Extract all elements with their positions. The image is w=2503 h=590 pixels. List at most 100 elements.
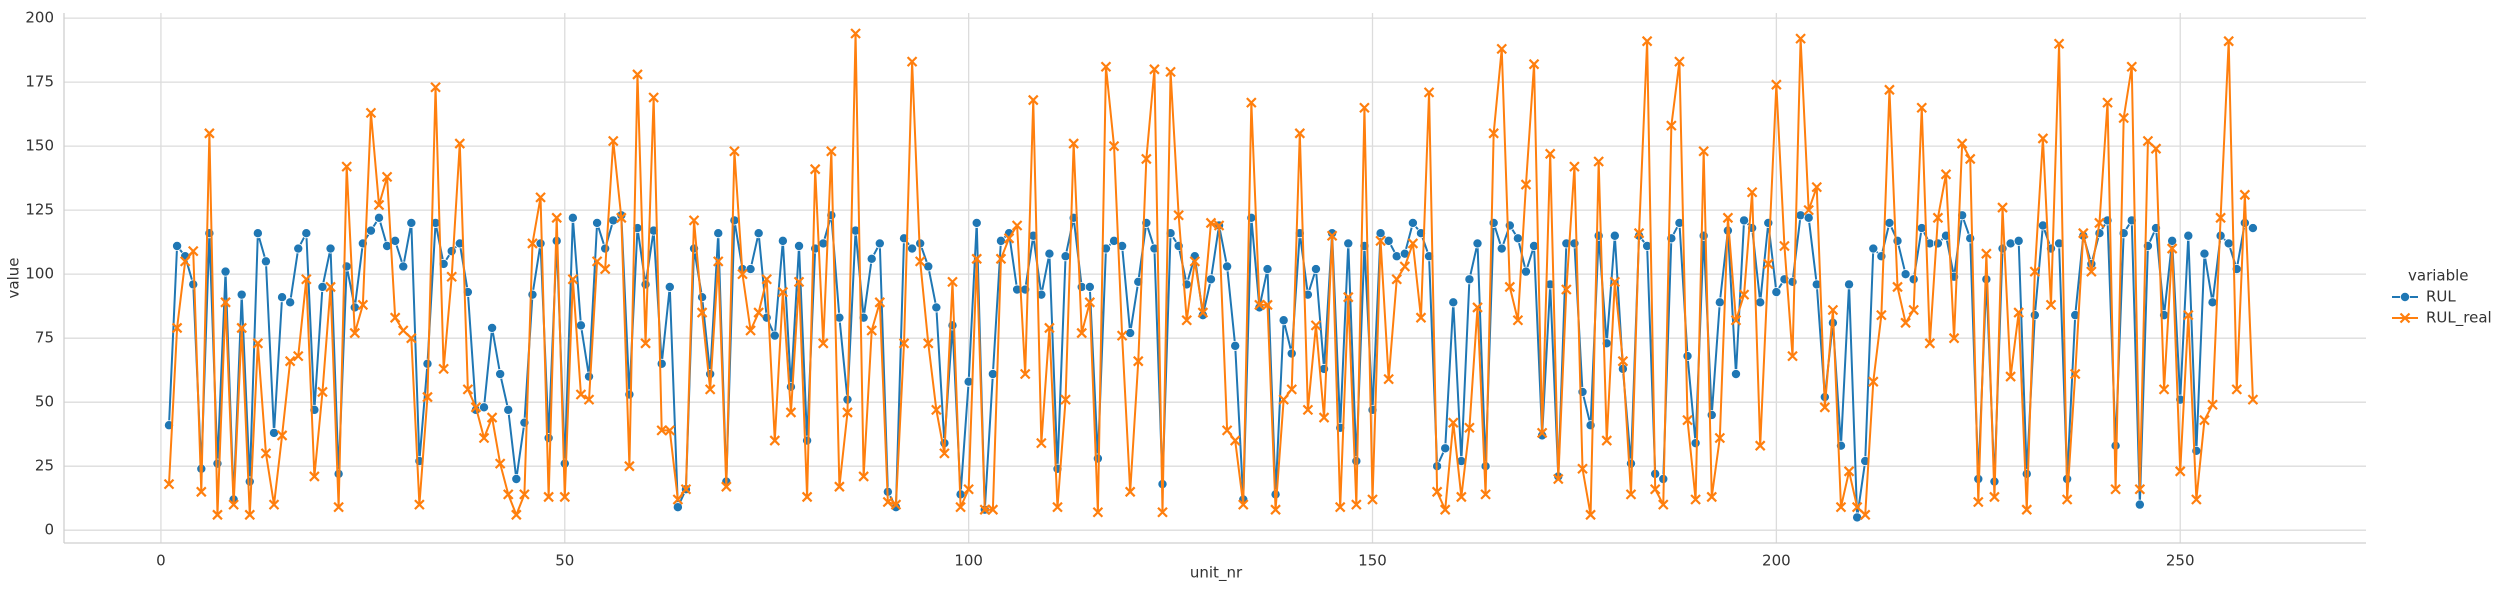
point-marker: [809, 163, 821, 175]
point-marker: [914, 256, 926, 267]
point-marker: [2045, 299, 2057, 311]
point-marker: [503, 404, 514, 415]
point-marker: [2005, 371, 2016, 382]
point-marker: [1342, 291, 1354, 303]
point-marker: [745, 264, 756, 275]
point-marker: [2231, 384, 2243, 395]
point-marker: [1221, 425, 1233, 436]
point-marker: [292, 350, 304, 362]
y-tick-label: 25: [35, 457, 54, 475]
point-marker: [1690, 494, 1701, 505]
point-marker: [583, 394, 595, 405]
point-marker: [1997, 243, 2008, 254]
point-marker: [196, 486, 207, 498]
point-marker: [390, 235, 401, 246]
point-marker: [252, 338, 264, 349]
point-marker: [365, 225, 376, 236]
point-marker: [2207, 297, 2218, 308]
point-marker: [406, 332, 417, 344]
point-marker: [1738, 289, 1750, 300]
legend-entry: RUL: [2392, 288, 2456, 306]
point-marker: [487, 322, 498, 333]
point-marker: [325, 243, 336, 254]
point-marker: [1076, 327, 1088, 339]
point-marker: [1827, 304, 1839, 316]
point-marker: [1205, 274, 1216, 285]
point-marker: [939, 448, 950, 459]
point-marker: [907, 243, 918, 254]
point-marker: [794, 240, 805, 251]
point-marker: [244, 509, 256, 521]
point-marker: [406, 217, 417, 228]
point-marker: [2215, 212, 2226, 224]
point-marker: [244, 476, 255, 487]
point-marker: [1262, 264, 1273, 275]
point-marker: [664, 425, 676, 436]
x-tick-label: 150: [1358, 552, 1387, 570]
point-marker: [1843, 466, 1855, 477]
point-marker: [317, 281, 328, 292]
point-marker: [1528, 58, 1540, 70]
point-marker: [592, 217, 603, 228]
point-marker: [1682, 414, 1693, 426]
point-marker: [737, 268, 748, 280]
point-marker: [1262, 299, 1273, 311]
point-marker: [543, 433, 554, 444]
point-marker: [704, 384, 716, 395]
point-marker: [2207, 399, 2218, 411]
point-marker: [1027, 94, 1039, 106]
point-marker: [1181, 314, 1193, 326]
point-marker: [599, 263, 611, 275]
x-tick-label: 100: [954, 552, 983, 570]
point-marker: [2118, 112, 2129, 124]
point-marker: [2223, 238, 2234, 249]
point-marker: [874, 238, 885, 249]
point-marker: [696, 307, 708, 318]
point-marker: [1036, 289, 1047, 300]
point-marker: [777, 286, 789, 298]
point-marker: [1100, 61, 1112, 73]
point-marker: [325, 281, 336, 293]
point-marker: [269, 427, 280, 438]
point-marker: [1488, 128, 1499, 139]
point-marker: [1682, 351, 1693, 362]
point-marker: [559, 491, 571, 503]
point-marker: [793, 276, 805, 288]
point-marker: [1448, 297, 1459, 308]
point-marker: [769, 330, 780, 341]
point-marker: [1480, 489, 1491, 500]
point-marker: [898, 338, 910, 349]
point-marker: [1359, 102, 1370, 114]
point-marker: [858, 471, 869, 482]
point-marker: [2037, 133, 2049, 144]
point-marker: [2078, 227, 2089, 239]
point-marker: [486, 412, 498, 423]
point-marker: [1383, 235, 1394, 246]
point-marker: [414, 499, 425, 510]
point-marker: [2183, 230, 2194, 241]
point-marker: [1795, 33, 1806, 44]
point-marker: [236, 289, 247, 300]
y-tick-label: 50: [35, 393, 54, 411]
point-marker: [1811, 279, 1822, 290]
point-marker: [1351, 499, 1362, 510]
point-marker: [963, 483, 974, 495]
point-marker: [2199, 248, 2210, 259]
point-marker: [1512, 314, 1524, 326]
point-marker: [1746, 186, 1758, 198]
point-marker: [1924, 338, 1936, 349]
point-marker: [1585, 420, 1596, 431]
point-marker: [252, 228, 263, 239]
point-marker: [341, 161, 352, 172]
series-line: [168, 214, 2254, 519]
point-marker: [2029, 310, 2040, 321]
x-tick-label: 250: [2166, 552, 2195, 570]
point-marker: [1698, 230, 1709, 241]
point-marker: [1423, 87, 1435, 98]
point-marker: [357, 299, 369, 311]
point-marker: [1334, 501, 1346, 513]
point-marker: [398, 261, 409, 272]
point-marker: [1165, 66, 1176, 78]
series-group: [163, 28, 2259, 521]
